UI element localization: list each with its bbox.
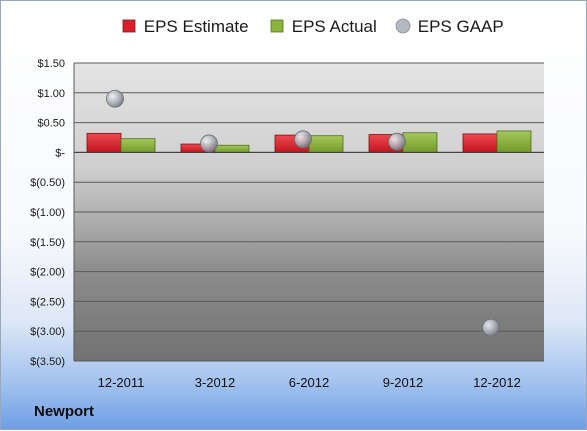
- eps-gaap-point: [106, 89, 124, 108]
- x-tick-label: 3-2012: [195, 375, 235, 390]
- eps-gaap-point: [200, 134, 218, 153]
- eps-actual-bar: [496, 130, 532, 153]
- eps-gaap-point: [294, 130, 312, 149]
- eps-actual-bar: [402, 132, 438, 153]
- y-tick-label: $(2.00): [30, 267, 65, 279]
- eps-actual-bar: [120, 138, 156, 153]
- y-tick-label: $-: [55, 147, 65, 159]
- legend-marker-eps-gaap: [395, 18, 411, 34]
- legend-item-eps-estimate: EPS Estimate: [121, 17, 249, 37]
- y-tick-label: $(1.50): [30, 237, 65, 249]
- legend-marker-eps-estimate: [122, 19, 136, 33]
- legend-marker-eps-actual: [270, 19, 284, 33]
- gaap-points: [106, 89, 500, 337]
- company-label: Newport: [34, 403, 94, 420]
- x-tick-label: 6-2012: [289, 375, 329, 390]
- y-tick-label: $(0.50): [30, 177, 65, 189]
- eps-actual-bar: [214, 144, 250, 153]
- legend-label-eps-gaap: EPS GAAP: [417, 17, 504, 36]
- eps-gaap-point: [482, 318, 500, 337]
- y-tick-label: $0.50: [37, 118, 65, 130]
- y-tick-label: $(3.50): [30, 356, 65, 368]
- legend-item-eps-actual: EPS Actual: [269, 17, 377, 37]
- y-tick-label: $(1.00): [30, 207, 65, 219]
- y-tick-label: $1.00: [37, 88, 65, 100]
- y-tick-label: $1.50: [37, 58, 65, 70]
- eps-estimate-bar: [86, 132, 122, 153]
- y-tick-label: $(2.50): [30, 296, 65, 308]
- legend: EPS Estimate EPS Actual EPS GAAP: [1, 17, 587, 43]
- x-tick-label: 12-2012: [473, 375, 521, 390]
- y-axis-tick-labels: $1.50 $1.00 $0.50 $- $(0.50) $(1.00) $(1.50) $(…: [30, 58, 65, 368]
- eps-estimate-bar: [462, 133, 498, 153]
- legend-label-eps-estimate: EPS Estimate: [143, 17, 249, 36]
- legend-label-eps-actual: EPS Actual: [291, 17, 377, 36]
- legend-item-eps-gaap: EPS GAAP: [395, 17, 504, 37]
- eps-gaap-point: [388, 132, 406, 151]
- x-tick-label: 9-2012: [383, 375, 423, 390]
- x-tick-label: 12-2011: [98, 375, 145, 390]
- y-tick-label: $(3.00): [30, 326, 65, 338]
- x-axis-tick-labels: 12-2011 3-2012 6-2012 9-2012 12-2012: [98, 375, 521, 390]
- eps-actual-bar: [308, 135, 344, 153]
